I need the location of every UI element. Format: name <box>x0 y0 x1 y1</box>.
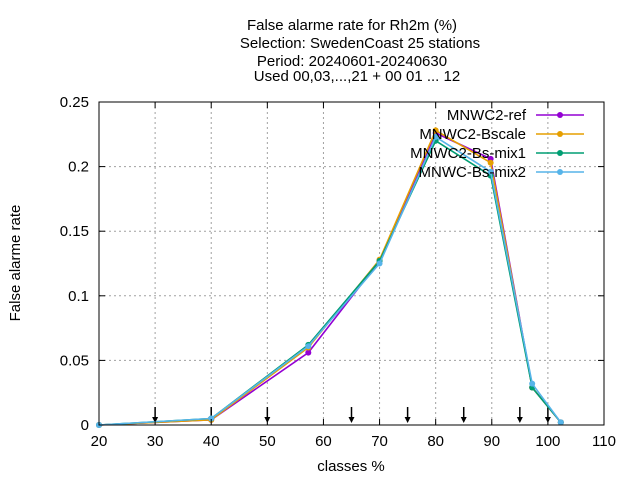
legend-swatch-point <box>557 150 563 156</box>
y-tick-label: 0.15 <box>60 223 89 240</box>
legend: MNWC2-ref MNWC2-Bscale MNWC2-Bs-mix1 MNWC-B… <box>410 107 584 181</box>
data-point <box>305 349 312 356</box>
x-tick-label: 40 <box>203 433 220 450</box>
legend-entry: MNWC2-Bscale <box>419 126 584 143</box>
data-point <box>487 168 494 175</box>
title-line-3: Period: 20240601-20240630 <box>257 53 447 70</box>
y-tick-label: 0.2 <box>68 159 89 176</box>
title-line-2: Selection: SwedenCoast 25 stations <box>240 35 480 52</box>
x-tick-label: 60 <box>315 433 332 450</box>
x-tick-label: 110 <box>592 433 616 450</box>
x-tick-label: 90 <box>483 433 500 450</box>
arrow-marker <box>460 407 467 423</box>
y-axis-ticks: 0 0.05 0.1 0.15 0.2 0.25 <box>60 94 604 434</box>
class-arrow-markers <box>152 407 551 423</box>
title-line-1: False alarme rate for Rh2m (%) <box>247 17 457 34</box>
data-point <box>432 127 439 134</box>
y-tick-label: 0.1 <box>68 288 89 305</box>
x-axis-label: classes % <box>317 458 385 475</box>
data-point <box>557 419 564 426</box>
data-point <box>376 260 383 267</box>
data-point <box>208 415 215 422</box>
legend-entry: MNWC-Bs-mix2 <box>419 164 584 181</box>
data-point <box>432 133 439 140</box>
series-line <box>98 135 562 426</box>
legend-swatch-point <box>557 169 563 175</box>
arrow-marker <box>404 407 411 423</box>
data-point <box>529 380 536 387</box>
legend-swatch-point <box>557 131 563 137</box>
plot-border <box>98 101 605 426</box>
series-mnwc-bs-mix2 <box>96 133 564 428</box>
x-tick-label: 30 <box>147 433 164 450</box>
x-axis-ticks: 20 30 40 50 60 70 80 90 100 110 <box>91 102 616 450</box>
arrow-marker <box>516 407 523 423</box>
x-tick-label: 70 <box>371 433 388 450</box>
data-point <box>487 159 494 166</box>
legend-label: MNWC2-Bscale <box>419 126 526 143</box>
legend-entry: MNWC2-Bs-mix1 <box>410 145 584 162</box>
legend-swatch-point <box>557 112 563 118</box>
grid-lines <box>99 102 604 425</box>
x-tick-label: 100 <box>535 433 560 450</box>
legend-label: MNWC2-ref <box>447 107 527 124</box>
y-axis-label: False alarme rate <box>7 205 24 322</box>
y-tick-label: 0.25 <box>60 94 89 111</box>
x-tick-label: 80 <box>427 433 444 450</box>
legend-entry: MNWC2-ref <box>447 107 584 124</box>
arrow-marker <box>348 407 355 423</box>
title-line-4: Used 00,03,...,21 + 00 01 ... 12 <box>254 68 460 85</box>
legend-label: MNWC2-Bs-mix1 <box>410 145 526 162</box>
x-tick-label: 20 <box>91 433 108 450</box>
data-point <box>305 343 312 350</box>
y-tick-label: 0.05 <box>60 352 89 369</box>
y-tick-label: 0 <box>81 417 89 434</box>
legend-label: MNWC-Bs-mix2 <box>419 164 526 181</box>
chart-title: False alarme rate for Rh2m (%) Selection… <box>240 17 480 85</box>
x-tick-label: 50 <box>259 433 276 450</box>
